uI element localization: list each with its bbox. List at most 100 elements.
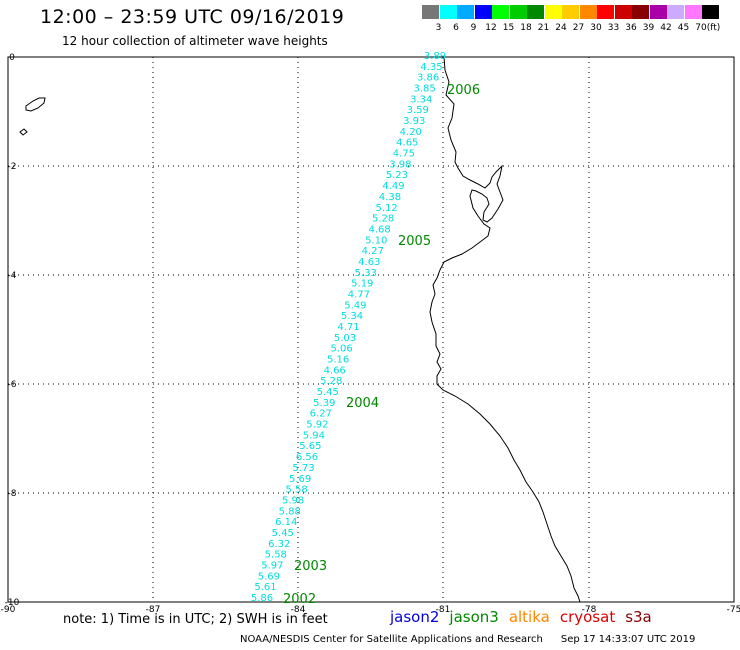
swh-value: 5.03 [334,333,356,344]
credit-text: NOAA/NESDIS Center for Satellite Applica… [240,634,543,645]
legend-swatch [597,5,614,19]
lon-tick-label: -78 [582,605,597,615]
swh-value: 5.45 [272,528,294,539]
footnote: note: 1) Time is in UTC; 2) SWH is in fe… [63,612,328,627]
swh-value: 5.28 [320,376,342,387]
swh-value: 5.10 [365,235,387,246]
swh-value: 5.45 [317,387,339,398]
legend-label: 27 [572,23,585,33]
legend-label: 15 [502,23,515,33]
swh-value: 4.71 [337,322,359,333]
swh-value: 5.86 [251,593,273,604]
legend-label: 3 [435,23,442,33]
swh-value: 5.97 [261,561,283,572]
swh-value: 5.23 [386,170,408,181]
swh-value: 4.49 [382,181,404,192]
legend-label: 24 [555,23,567,33]
swh-value: 6.56 [296,452,318,463]
swh-value: 4.66 [324,365,346,376]
satellite-s3a: s3a [625,608,652,626]
swh-value: 3.89 [424,51,446,62]
legend-swatch [684,5,702,19]
satellite-cryosat: cryosat [559,608,616,626]
legend-label: 18 [520,23,532,33]
swh-value: 4.20 [400,127,422,138]
lon-tick-label: -90 [1,605,16,615]
swh-value: 5.61 [254,582,276,593]
swh-value: 5.16 [327,355,349,366]
swh-value: 3.59 [407,105,429,116]
swh-value: 3.93 [403,116,425,127]
satellite-jason2: jason2 [390,608,440,626]
legend-label: 30 [590,23,602,33]
swh-value: 4.35 [420,62,442,73]
legend-label: 9 [470,23,477,33]
swh-value: 5.58 [265,550,287,561]
legend-unit: (ft) [706,23,721,33]
time-label: 2005 [398,234,431,249]
legend-swatch [544,5,562,19]
swh-value: 5.06 [330,344,352,355]
legend-swatch [649,5,667,19]
lat-tick-label: 0 [9,53,15,63]
legend-label: 12 [485,23,497,33]
legend-label: 36 [625,23,637,33]
footer: NOAA/NESDIS Center for Satellite Applica… [240,634,695,645]
lon-tick-label: -75 [727,605,740,615]
swh-value: 4.77 [348,290,370,301]
swh-value: 5.69 [258,571,280,582]
satellite-jason3: jason3 [449,608,499,626]
swh-value: 4.65 [396,138,418,149]
swh-value: 5.33 [355,268,377,279]
lat-tick-label: -6 [8,380,17,390]
legend-swatch [667,5,684,19]
legend-label: 21 [537,23,550,33]
swh-value: 5.58 [285,485,307,496]
swh-value: 5.39 [313,398,335,409]
swh-value: 5.49 [344,300,366,311]
swh-value: 5.92 [306,420,328,431]
legend-label: 45 [677,23,690,33]
lat-tick-label: -8 [8,489,17,499]
lon-tick-label: -87 [146,605,161,615]
swh-value: 3.34 [410,94,432,105]
legend-swatch [702,5,719,19]
swh-value: 3.85 [413,84,435,95]
legend-label: 39 [642,23,655,33]
lon-tick-label: -84 [291,605,306,615]
legend-swatch [614,5,632,19]
swh-value: 4.38 [379,192,401,203]
swh-value: 6.32 [268,539,290,550]
legend-swatch [527,5,544,19]
graticule [8,57,734,602]
time-label: 2006 [447,83,480,98]
map-subtitle: 12 hour collection of altimeter wave hei… [62,34,328,48]
legend-swatch [439,5,457,19]
lat-tick-label: -4 [8,271,17,281]
timestamp-text: Sep 17 14:33:07 UTC 2019 [560,634,696,645]
coastline [19,56,581,603]
swh-value: 3.98 [389,159,411,170]
galapagos-islet [19,128,28,136]
legend-swatch [562,5,579,19]
legend-swatch [492,5,509,19]
time-label: 2002 [283,592,316,607]
satellite-legend: jason2 jason3 altika cryosat s3a [390,608,662,626]
swh-value: 5.73 [292,463,314,474]
time-label: 2004 [346,396,379,411]
map-frame [7,56,735,603]
map-title: 12:00 – 23:59 UTC 09/16/2019 [40,6,345,28]
swh-value: 4.63 [358,257,380,268]
legend-swatch [457,5,474,19]
legend-swatch [474,5,492,19]
swh-value: 5.34 [341,311,363,322]
legend-swatch [422,5,439,19]
legend-swatch [579,5,597,19]
swh-value: 4.27 [362,246,384,257]
lat-tick-label: -10 [5,598,20,608]
swh-value: 6.14 [275,517,297,528]
swh-value: 5.28 [372,214,394,225]
legend-swatch [509,5,527,19]
swh-value: 3.86 [417,73,439,84]
